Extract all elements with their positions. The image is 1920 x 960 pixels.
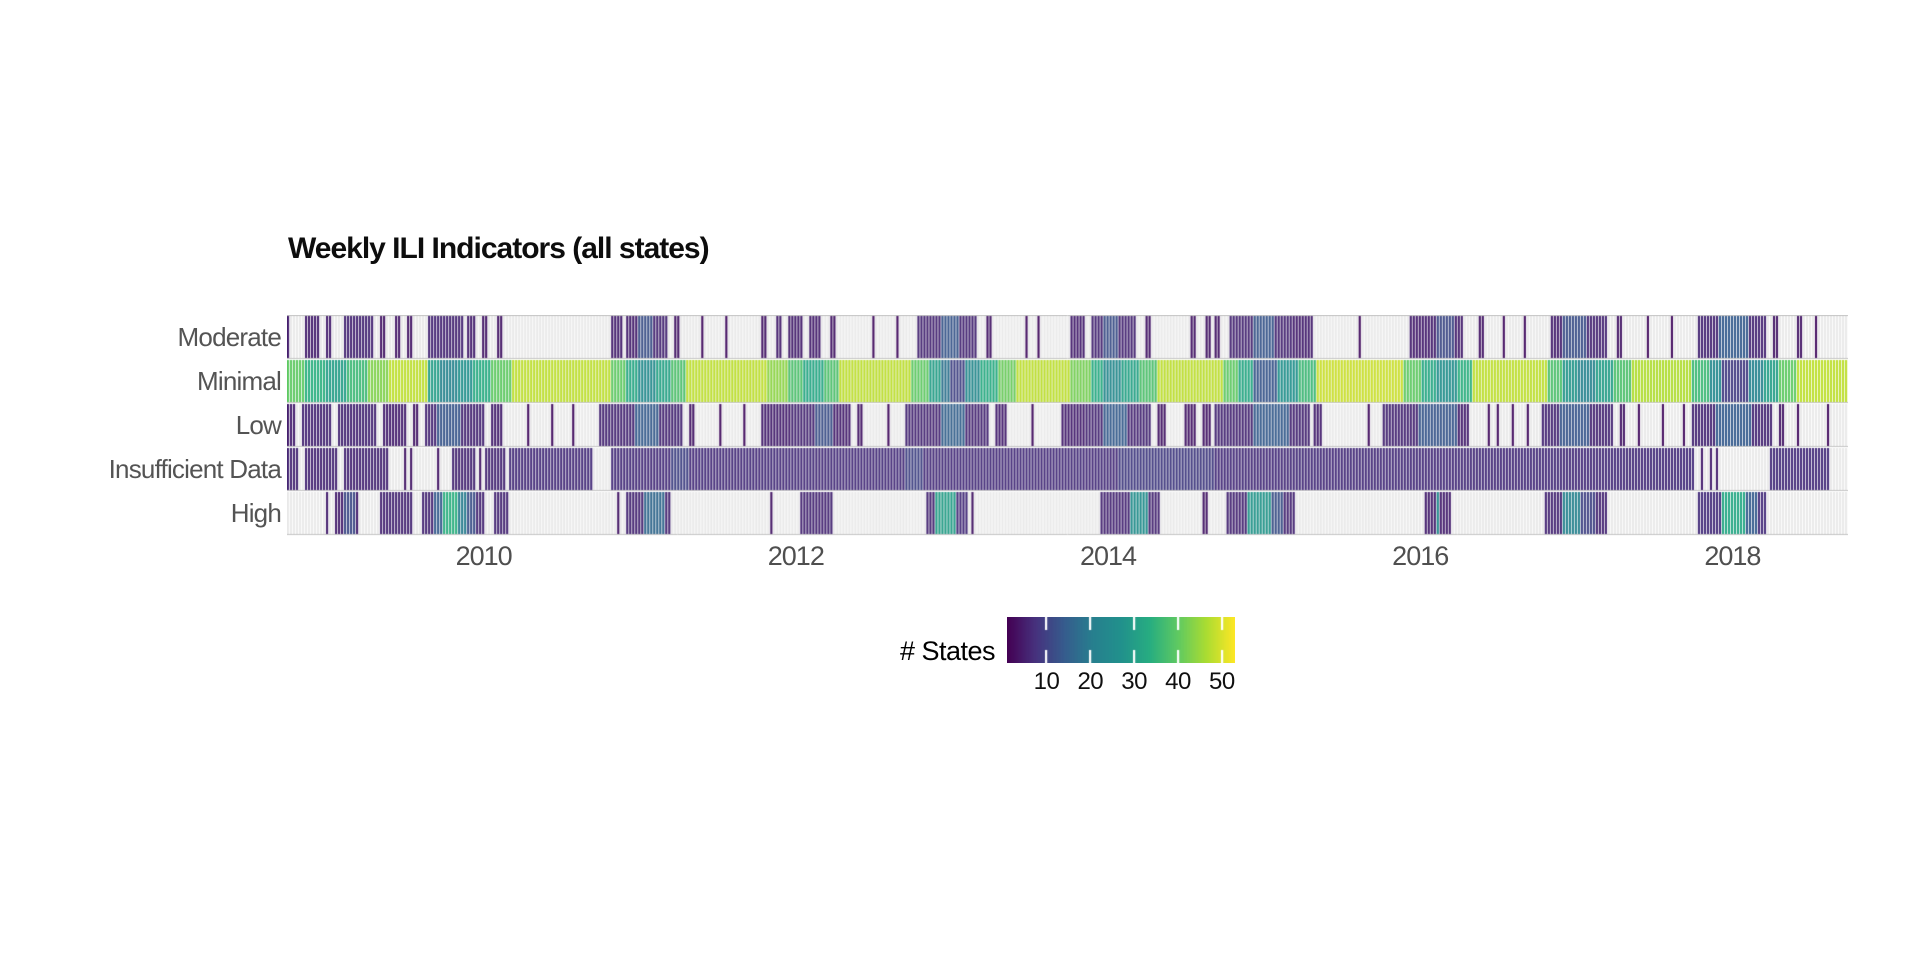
legend-tick-30: 30 [1121,668,1147,695]
heatmap-plot-area [287,315,1848,537]
x-axis-label-2016: 2016 [1392,541,1449,571]
y-axis-label-low: Low [235,410,282,440]
legend-title: # States [899,636,996,666]
legend-tick-20: 20 [1077,668,1104,695]
legend-tick-50: 50 [1208,668,1235,695]
legend-tick-10: 10 [1033,668,1060,695]
y-axis-label-minimal: Minimal [197,366,282,396]
x-axis-label-2014: 2014 [1079,541,1137,571]
x-axis-label-2012: 2012 [767,541,825,571]
y-axis-label-moderate: Moderate [177,322,282,352]
y-axis-label-insufficient-data: Insufficient Data [108,454,282,484]
legend-colorbar [1007,617,1235,663]
legend-tick-40: 40 [1165,668,1191,695]
y-axis-label-high: High [230,498,282,528]
chart-title: Weekly ILI Indicators (all states) [288,232,710,265]
x-axis-label-2010: 2010 [455,541,513,571]
x-axis-label-2018: 2018 [1704,541,1761,571]
